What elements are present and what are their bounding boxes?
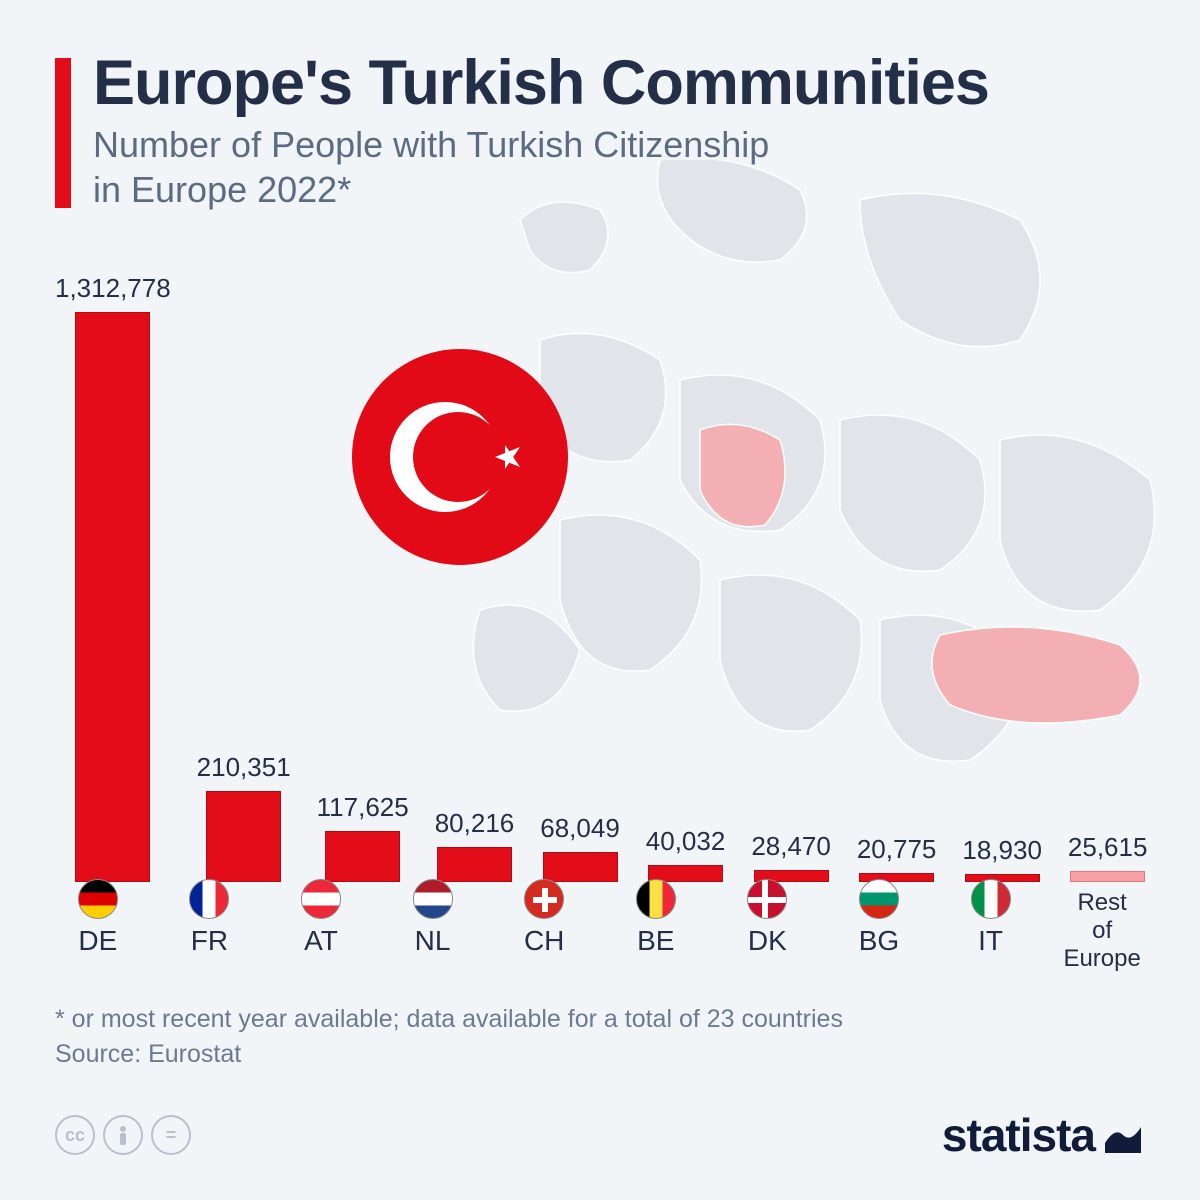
footnote: * or most recent year available; data av… bbox=[55, 1002, 1145, 1072]
country-code: DK bbox=[748, 925, 787, 957]
country-code: FR bbox=[191, 925, 228, 957]
bar-chart: 1,312,778 210,351 117,625 80,216 68,049 40,03… bbox=[55, 242, 1145, 972]
bar-label: FR bbox=[167, 879, 253, 972]
bar bbox=[437, 847, 512, 882]
bar-value-label: 18,930 bbox=[962, 835, 1042, 866]
country-flag-icon bbox=[78, 879, 118, 919]
bar-value-label: 80,216 bbox=[435, 808, 515, 839]
noderivs-icon: = bbox=[151, 1115, 191, 1155]
bar-value-label: 1,312,778 bbox=[55, 273, 171, 304]
country-flag-icon bbox=[413, 879, 453, 919]
bar-value-label: 68,049 bbox=[540, 813, 620, 844]
source-line: Source: Eurostat bbox=[55, 1037, 1145, 1072]
bar-item: 80,216 bbox=[435, 808, 515, 882]
country-flag-icon bbox=[747, 879, 787, 919]
country-code: NL bbox=[415, 925, 451, 957]
chart-subtitle: Number of People with Turkish Citizenshi… bbox=[93, 122, 1145, 212]
bar-label: NL bbox=[390, 879, 476, 972]
country-flag-icon bbox=[524, 879, 564, 919]
bar-item: 1,312,778 bbox=[55, 273, 171, 882]
country-code: IT bbox=[978, 925, 1003, 957]
chart-title: Europe's Turkish Communities bbox=[93, 50, 1145, 116]
bar-value-label: 25,615 bbox=[1068, 832, 1148, 863]
bar-item: 28,470 bbox=[751, 831, 831, 882]
bar-item: 117,625 bbox=[317, 792, 409, 882]
bar-label: DE bbox=[55, 879, 141, 972]
bar-item: 18,930 bbox=[962, 835, 1042, 882]
bar-item: 68,049 bbox=[540, 813, 620, 882]
header: Europe's Turkish Communities Number of P… bbox=[55, 50, 1145, 212]
country-flag-icon bbox=[636, 879, 676, 919]
bar-label: IT bbox=[948, 879, 1034, 972]
country-code: BG bbox=[859, 925, 899, 957]
bar-label: AT bbox=[278, 879, 364, 972]
country-code: DE bbox=[78, 925, 117, 957]
country-flag-icon bbox=[189, 879, 229, 919]
turkish-flag-icon bbox=[350, 347, 570, 567]
bar bbox=[325, 831, 400, 882]
bar-value-label: 20,775 bbox=[857, 834, 937, 865]
cc-license-icons: cc = bbox=[55, 1115, 191, 1155]
bar-value-label: 210,351 bbox=[197, 752, 291, 783]
bar-item: 20,775 bbox=[857, 834, 937, 882]
bar-item: 40,032 bbox=[646, 826, 726, 882]
country-flag-icon bbox=[301, 879, 341, 919]
bar-value-label: 40,032 bbox=[646, 826, 726, 857]
bar-label-rest: Restof Europe bbox=[1059, 879, 1145, 972]
footer: cc = statista bbox=[55, 1108, 1145, 1162]
bar bbox=[543, 852, 618, 882]
statista-logo: statista bbox=[942, 1108, 1145, 1162]
country-code: BE bbox=[637, 925, 674, 957]
bar-value-label: 117,625 bbox=[317, 792, 409, 823]
bar-label: DK bbox=[725, 879, 811, 972]
rest-label: Restof Europe bbox=[1059, 889, 1145, 972]
bar-label: BE bbox=[613, 879, 699, 972]
country-flag-icon bbox=[971, 879, 1011, 919]
bar-value-label: 28,470 bbox=[751, 831, 831, 862]
bar-item: 210,351 bbox=[197, 752, 291, 882]
bar bbox=[75, 312, 150, 882]
country-code: CH bbox=[524, 925, 564, 957]
country-code: AT bbox=[304, 925, 338, 957]
attribution-icon bbox=[103, 1115, 143, 1155]
bar bbox=[206, 791, 281, 882]
title-accent-bar bbox=[55, 58, 71, 208]
bar-item-rest: 25,615 bbox=[1068, 832, 1148, 882]
bar-label: CH bbox=[501, 879, 587, 972]
cc-icon: cc bbox=[55, 1115, 95, 1155]
bar-label: BG bbox=[836, 879, 922, 972]
footnote-line: * or most recent year available; data av… bbox=[55, 1002, 1145, 1037]
country-flag-icon bbox=[859, 879, 899, 919]
